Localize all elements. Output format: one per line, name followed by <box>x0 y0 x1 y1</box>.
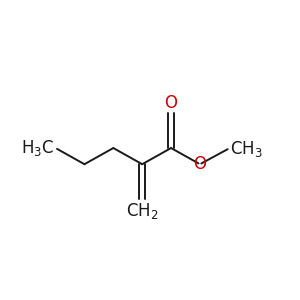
Text: H$_3$C: H$_3$C <box>20 138 54 158</box>
Text: CH$_3$: CH$_3$ <box>230 139 262 159</box>
Text: CH$_2$: CH$_2$ <box>126 201 158 221</box>
Text: O: O <box>165 94 178 112</box>
Text: O: O <box>194 155 206 173</box>
